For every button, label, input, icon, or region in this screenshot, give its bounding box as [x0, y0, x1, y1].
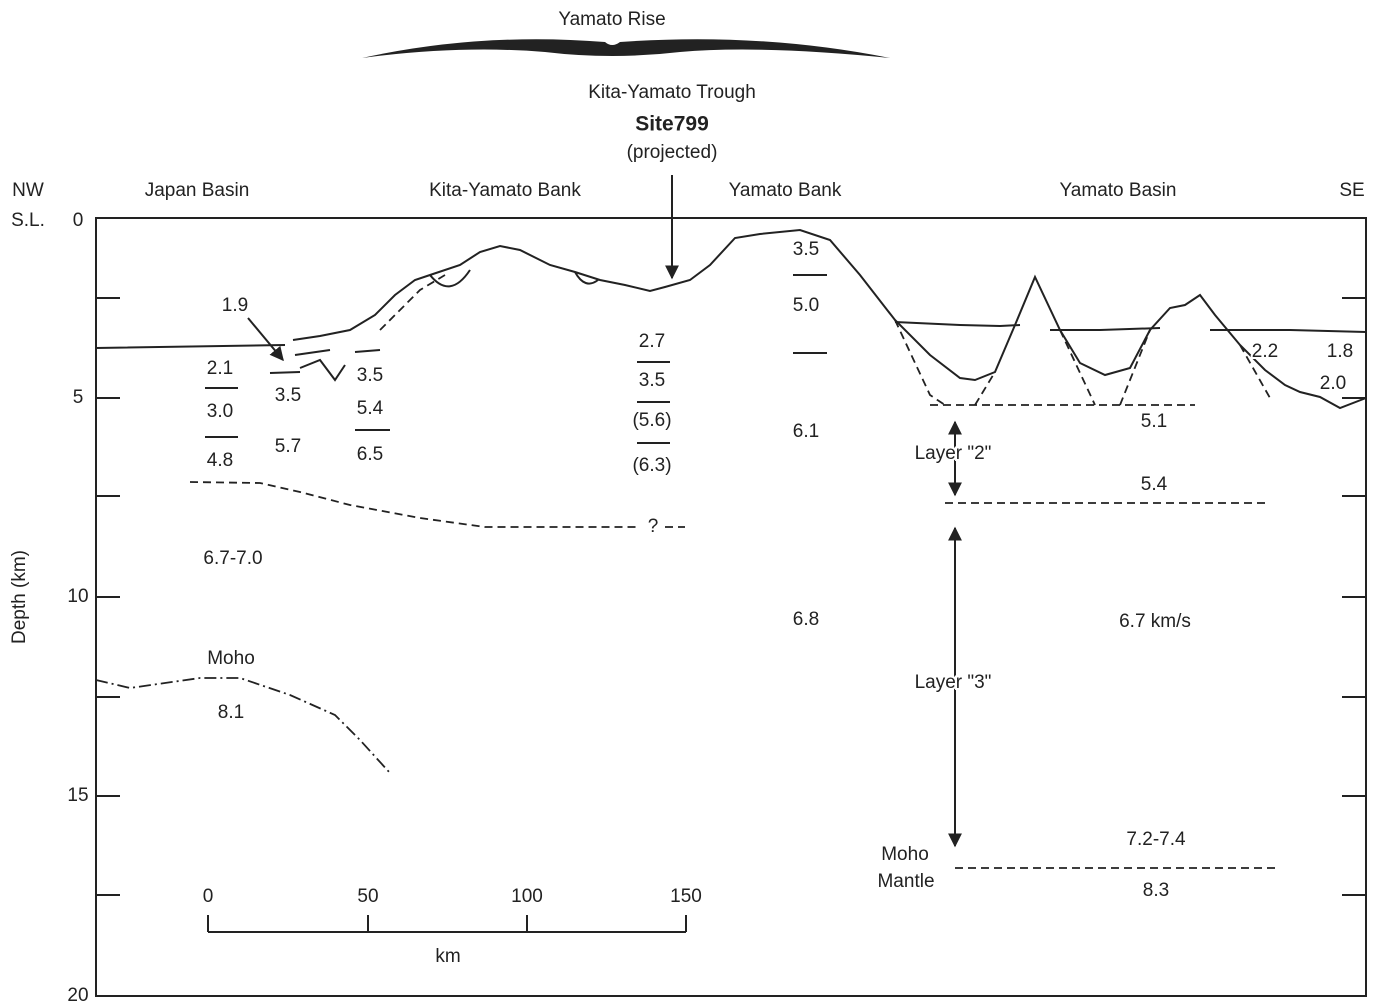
velocity-label: 1.9 — [222, 295, 248, 316]
region-label: Yamato Bank — [729, 180, 842, 201]
scale-tick-label: 100 — [511, 886, 543, 907]
y-tick-label: 5 — [73, 387, 84, 408]
velocity-label: 5.7 — [275, 436, 301, 457]
velocity-label: 6.7 km/s — [1119, 611, 1191, 632]
velocity-label: 5.4 — [357, 398, 384, 419]
fraction-bars — [205, 275, 827, 443]
y-tick-label: 15 — [67, 785, 88, 806]
velocity-label: 2.0 — [1320, 373, 1346, 394]
velocity-label: 1.8 — [1327, 341, 1353, 362]
velocity-label: 5.4 — [1141, 474, 1168, 495]
velocity-label: 7.2-7.4 — [1126, 829, 1186, 850]
velocity-label: (6.3) — [632, 455, 671, 476]
pointer-arrow — [248, 318, 283, 360]
velocity-label: 3.0 — [207, 401, 233, 422]
region-label: Yamato Basin — [1060, 180, 1177, 201]
scale-unit: km — [435, 946, 460, 967]
y-tick-label: 0 — [73, 210, 84, 231]
velocity-label: 6.8 — [793, 609, 819, 630]
scale-tick-label: 50 — [357, 886, 378, 907]
velocity-label: 5.1 — [1141, 411, 1167, 432]
velocity-label: 2.1 — [207, 358, 233, 379]
cross-section: Yamato Rise Kita-Yamato Trough Site799 (… — [0, 0, 1383, 1003]
velocity-label: 2.7 — [639, 331, 665, 352]
velocity-label: 3.5 — [275, 385, 301, 406]
velocity-label: (5.6) — [632, 410, 671, 431]
velocity-label: 5.0 — [793, 295, 819, 316]
seafloor — [96, 230, 1366, 408]
velocity-label: 8.3 — [1143, 880, 1169, 901]
y-tick-label: 10 — [67, 586, 88, 607]
velocity-label: Mantle — [877, 871, 934, 892]
region-label: Japan Basin — [145, 180, 250, 201]
basement-dashes — [380, 275, 1270, 405]
bank-layers — [270, 270, 598, 380]
velocity-label: 3.5 — [639, 370, 665, 391]
region-label: Kita-Yamato Bank — [429, 180, 581, 201]
velocity-label: Layer "3" — [915, 672, 992, 693]
rise-label: Yamato Rise — [558, 9, 665, 30]
axis-label: Depth (km) — [9, 550, 30, 644]
nw-label: NW — [12, 180, 44, 201]
basin-interfaces — [930, 405, 1278, 868]
basin-surface — [895, 322, 1366, 332]
velocity-label: 3.5 — [357, 365, 383, 386]
velocity-label: 6.1 — [793, 421, 819, 442]
site-note: (projected) — [627, 142, 718, 163]
frame — [96, 218, 1366, 996]
velocity-label: 6.7-7.0 — [203, 548, 262, 569]
sl-label: S.L. — [11, 210, 45, 231]
scale-tick-label: 0 — [203, 886, 214, 907]
velocity-label: Moho — [881, 844, 929, 865]
velocity-label: 6.5 — [357, 444, 383, 465]
scale-bar — [208, 915, 686, 932]
rise-shape — [362, 39, 890, 58]
velocity-label: 2.2 — [1252, 341, 1278, 362]
moho-line — [96, 678, 390, 773]
velocity-label: 3.5 — [793, 239, 819, 260]
se-label: SE — [1339, 180, 1364, 201]
velocity-label: 4.8 — [207, 450, 233, 471]
trough-label: Kita-Yamato Trough — [588, 82, 756, 103]
velocity-label: Layer "2" — [915, 443, 992, 464]
site-label: Site799 — [635, 113, 709, 136]
layer-boundary — [190, 482, 685, 527]
y-tick-label: 20 — [67, 985, 88, 1003]
velocity-label: Moho — [207, 648, 255, 669]
velocity-label: ? — [648, 516, 659, 537]
scale-tick-label: 150 — [670, 886, 702, 907]
velocity-label: 8.1 — [218, 702, 244, 723]
